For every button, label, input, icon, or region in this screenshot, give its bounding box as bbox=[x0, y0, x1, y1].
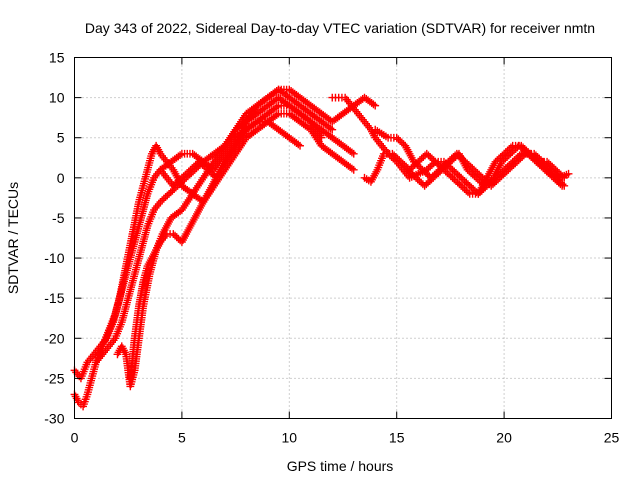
series-pass-3 bbox=[92, 101, 326, 367]
plot-frame bbox=[74, 57, 612, 419]
y-tick-label: -15 bbox=[44, 290, 64, 306]
data-points bbox=[70, 85, 573, 411]
y-tick-label: 10 bbox=[49, 90, 65, 106]
series-pass-10 bbox=[403, 141, 566, 190]
series-pass-2 bbox=[70, 93, 358, 411]
x-tick-label: 10 bbox=[282, 430, 298, 446]
data-point bbox=[317, 133, 326, 142]
y-tick-label: -30 bbox=[44, 411, 64, 427]
data-point bbox=[371, 101, 380, 110]
x-tick-label: 20 bbox=[496, 430, 512, 446]
y-tick-label: 15 bbox=[49, 50, 65, 66]
series-pass-4 bbox=[113, 85, 337, 391]
axis-ticks bbox=[74, 57, 612, 419]
y-tick-label: -10 bbox=[44, 250, 64, 266]
data-point bbox=[564, 169, 573, 178]
x-tick-label: 5 bbox=[178, 430, 186, 446]
y-tick-label: -5 bbox=[52, 210, 65, 226]
series-pass-6 bbox=[156, 85, 380, 190]
y-tick-label: -25 bbox=[44, 370, 64, 386]
data-point bbox=[296, 141, 304, 150]
y-tick-label: 5 bbox=[57, 130, 65, 146]
data-point bbox=[349, 149, 358, 158]
x-axis-title: GPS time / hours bbox=[287, 458, 394, 474]
data-point bbox=[349, 165, 358, 174]
x-tick-label: 25 bbox=[604, 430, 620, 446]
x-tick-label: 0 bbox=[71, 430, 79, 446]
data-point bbox=[328, 125, 337, 134]
y-axis-title: SDTVAR / TECUs bbox=[5, 182, 21, 294]
series-pass-9 bbox=[371, 125, 573, 190]
x-tick-label: 15 bbox=[389, 430, 405, 446]
tick-labels: 0 5 10 15 20 25 -30 -25 -20 -15 -10 -5 0 5 10 15 bbox=[44, 50, 619, 446]
data-point bbox=[558, 181, 566, 190]
y-tick-label: 0 bbox=[57, 170, 65, 186]
chart-title: Day 343 of 2022, Sidereal Day-to-day VTE… bbox=[85, 20, 595, 36]
y-tick-label: -20 bbox=[44, 330, 64, 346]
series-pass-5 bbox=[126, 117, 304, 383]
